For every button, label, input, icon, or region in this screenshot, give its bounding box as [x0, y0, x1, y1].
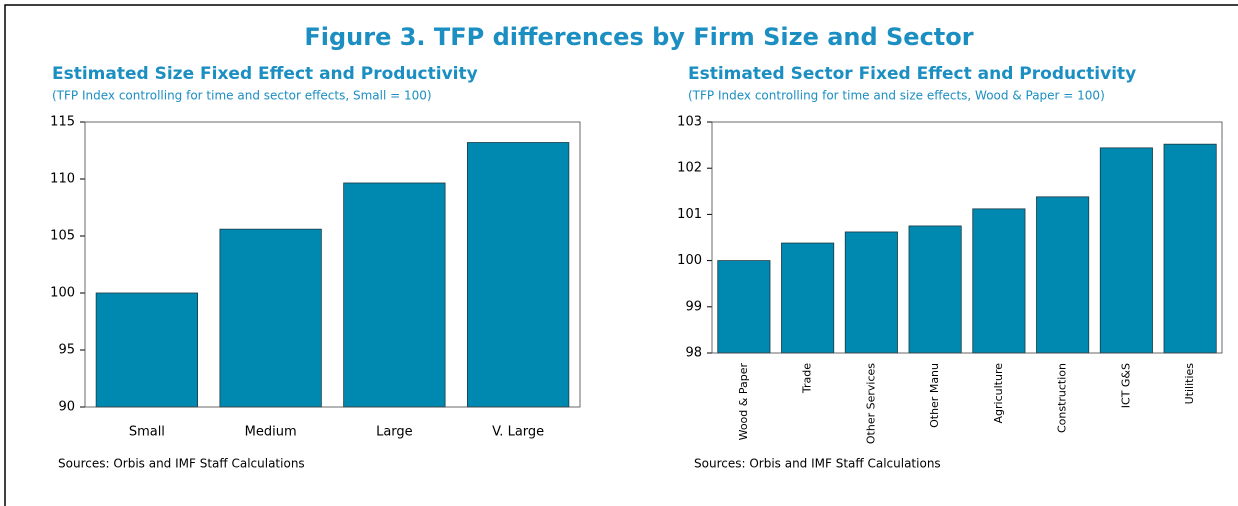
x-tick-label: Utilities: [1183, 363, 1196, 405]
bar: [219, 228, 322, 408]
y-tick-label: 99: [685, 299, 702, 314]
y-tick-label: 105: [50, 229, 75, 244]
bar: [1099, 147, 1153, 354]
y-tick-label: 103: [677, 115, 702, 130]
y-tick-label: 115: [50, 115, 75, 130]
y-tick-label: 90: [58, 400, 75, 415]
x-tick-label: Other Services: [864, 363, 877, 444]
bar: [908, 225, 962, 354]
bar: [343, 182, 446, 408]
x-tick-label: Large: [376, 425, 413, 440]
y-tick-label: 101: [677, 207, 702, 222]
chart-title: Estimated Size Fixed Effect and Producti…: [52, 64, 478, 84]
source-note: Sources: Orbis and IMF Staff Calculation…: [694, 457, 941, 471]
plot-frame: [84, 121, 581, 408]
frame: [4, 4, 1238, 506]
x-tick-label: Other Manu: [928, 363, 941, 428]
x-tick-label: Trade: [801, 363, 814, 394]
chart-subtitle: (TFP Index controlling for time and size…: [688, 89, 1105, 103]
chart-title: Estimated Sector Fixed Effect and Produc…: [688, 64, 1136, 84]
y-tick-label: 110: [50, 172, 75, 187]
bar: [1163, 143, 1217, 354]
x-tick-label: V. Large: [492, 425, 544, 440]
bar: [972, 208, 1026, 354]
bar: [1036, 196, 1090, 354]
plot-frame: [711, 121, 1223, 354]
y-tick-label: 98: [685, 346, 702, 361]
y-tick-label: 102: [677, 161, 702, 176]
source-note: Sources: Orbis and IMF Staff Calculation…: [58, 457, 305, 471]
x-tick-label: Agriculture: [992, 363, 1005, 424]
bar: [781, 242, 835, 354]
x-tick-label: Medium: [245, 425, 297, 440]
y-tick-label: 100: [50, 286, 75, 301]
x-tick-label: ICT G&S: [1119, 363, 1132, 408]
y-tick-label: 100: [677, 253, 702, 268]
chart-subtitle: (TFP Index controlling for time and sect…: [52, 89, 432, 103]
bar: [844, 231, 898, 354]
bar: [717, 260, 771, 354]
x-tick-label: Wood & Paper: [737, 363, 750, 441]
bar: [466, 142, 570, 408]
x-tick-label: Construction: [1056, 363, 1069, 433]
figure-title: Figure 3. TFP differences by Firm Size a…: [304, 23, 973, 51]
x-tick-label: Small: [129, 425, 165, 440]
y-tick-label: 95: [58, 343, 75, 358]
bar: [95, 292, 199, 408]
